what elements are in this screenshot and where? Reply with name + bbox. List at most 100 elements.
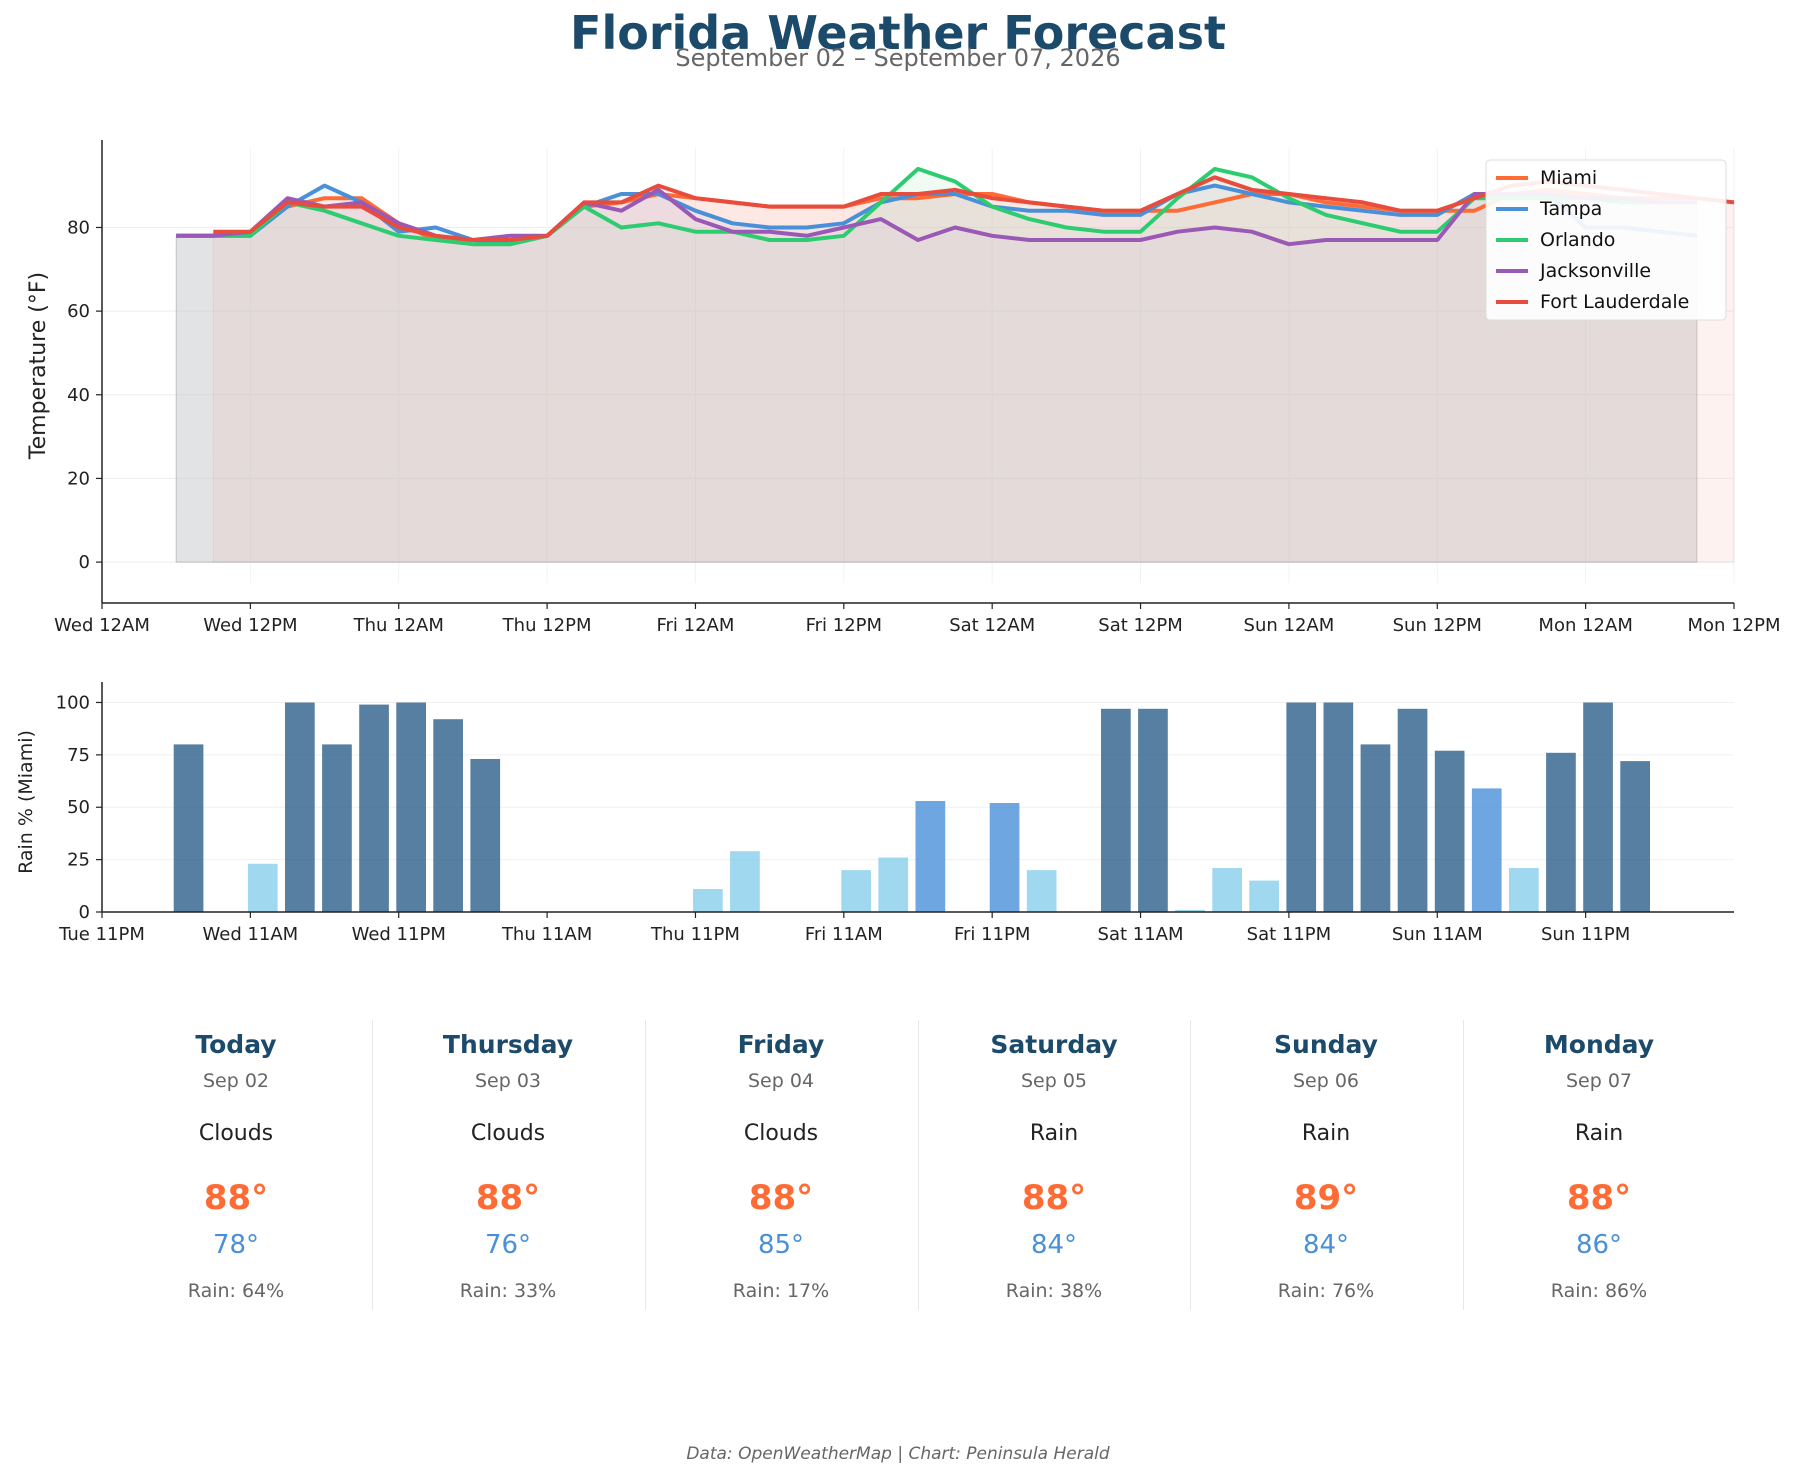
x-tick-label: Sat 12AM — [949, 615, 1035, 636]
rain-bar — [989, 803, 1020, 912]
forecast-date: Sep 06 — [1292, 1070, 1360, 1092]
forecast-card: Sunday Sep 06 Rain 89° 84° Rain: 76% — [1190, 1020, 1462, 1310]
rain-bar — [1360, 744, 1391, 912]
rain-bar-chart: 0 25 50 75 100 Tue 11PM Wed 11AM Wed 11PM Thu 11… — [15, 682, 1734, 945]
forecast-low: 84° — [1030, 1230, 1078, 1260]
x-tick-label: Tue 11PM — [58, 924, 145, 945]
x-tick-label: Fri 12AM — [656, 615, 734, 636]
forecast-high: 88° — [1021, 1178, 1087, 1218]
x-tick-label: Mon 12PM — [1688, 615, 1781, 636]
forecast-low: 76° — [484, 1230, 532, 1260]
forecast-date: Sep 04 — [747, 1070, 815, 1092]
forecast-day: Today — [195, 1030, 277, 1059]
forecast-card: Today Sep 02 Clouds 88° 78° Rain: 64% — [100, 1020, 372, 1310]
rain-bar — [322, 744, 352, 912]
rain-bar — [1471, 788, 1502, 912]
rain-bar — [878, 857, 909, 912]
forecast-day: Sunday — [1274, 1030, 1378, 1059]
rain-bar — [1101, 708, 1131, 912]
x-tick-label: Wed 12PM — [203, 615, 297, 636]
rain-bar — [1249, 880, 1279, 912]
footer-credit: Data: OpenWeatherMap | Chart: Peninsula … — [686, 1444, 1110, 1464]
forecast-condition: Rain — [1574, 1121, 1624, 1146]
y-axis-label: Rain % (Miami) — [15, 730, 37, 874]
rain-bar — [1323, 702, 1354, 912]
temperature-line-chart: 0 20 40 60 80 Wed 12AM Wed 12PM Thu 12AM Thu 12P… — [26, 140, 1781, 636]
x-tick-label: Fri 12PM — [806, 615, 882, 636]
rain-bar — [1286, 702, 1317, 912]
y-tick-label: 40 — [67, 385, 90, 406]
y-tick-label: 75 — [67, 745, 90, 766]
rain-bar — [1026, 870, 1057, 912]
card-divider — [918, 1020, 919, 1310]
x-tick-label: Sun 12PM — [1393, 615, 1482, 636]
legend-label: Tampa — [1539, 198, 1602, 220]
rain-bar — [1620, 761, 1650, 912]
legend-label: Miami — [1540, 167, 1597, 189]
rain-bar — [1175, 909, 1205, 912]
y-tick-label: 25 — [67, 850, 90, 871]
forecast-day: Saturday — [990, 1030, 1118, 1059]
y-axis-label: Temperature (°F) — [26, 272, 51, 460]
forecast-high: 88° — [203, 1178, 269, 1218]
x-tick-label: Thu 11PM — [650, 924, 740, 945]
x-tick-label: Sat 12PM — [1098, 615, 1183, 636]
series-line-orlando — [176, 166, 1697, 247]
y-tick-label: 50 — [67, 797, 90, 818]
forecast-day: Thursday — [442, 1030, 574, 1059]
forecast-rain: Rain: 33% — [459, 1280, 557, 1302]
forecast-date: Sep 05 — [1020, 1070, 1088, 1092]
rain-bar — [915, 801, 946, 912]
x-tick-label: Thu 12AM — [353, 615, 444, 636]
rain-bar — [470, 759, 501, 912]
x-tick-label: Sun 11AM — [1392, 924, 1483, 945]
legend-label: Orlando — [1540, 229, 1615, 251]
forecast-rain: Rain: 64% — [187, 1280, 285, 1302]
y-tick-label: 0 — [79, 552, 90, 573]
series-line-fort-lauderdale — [213, 175, 1735, 242]
forecast-date: Sep 02 — [202, 1070, 270, 1092]
forecast-condition: Clouds — [198, 1121, 274, 1146]
forecast-day: Friday — [737, 1030, 825, 1059]
x-tick-label: Thu 12PM — [502, 615, 592, 636]
x-tick-label: Wed 12AM — [54, 615, 150, 636]
forecast-high: 88° — [748, 1178, 814, 1218]
page-title: Florida Weather Forecast — [570, 6, 1226, 60]
rain-bar — [359, 704, 389, 912]
card-divider — [1190, 1020, 1191, 1310]
forecast-cards: Today Sep 02 Clouds 88° 78° Rain: 64% Th… — [100, 1020, 1736, 1310]
rain-bar — [1397, 708, 1428, 912]
x-tick-label: Mon 12AM — [1538, 615, 1632, 636]
forecast-rain: Rain: 86% — [1550, 1280, 1648, 1302]
forecast-condition: Clouds — [743, 1121, 819, 1146]
forecast-rain: Rain: 17% — [732, 1280, 830, 1302]
x-tick-label: Sun 11PM — [1541, 924, 1630, 945]
rain-bar — [730, 851, 760, 912]
rain-bar — [1583, 702, 1613, 912]
series-line-tampa — [176, 183, 1698, 247]
rain-bar — [1509, 868, 1539, 912]
y-tick-label: 20 — [67, 468, 90, 489]
x-tick-label: Wed 11AM — [203, 924, 299, 945]
rain-bar — [285, 702, 315, 912]
forecast-low: 84° — [1302, 1230, 1350, 1260]
page-subtitle: September 02 – September 07, 2026 — [675, 44, 1121, 72]
forecast-date: Sep 03 — [474, 1070, 542, 1092]
forecast-card: Friday Sep 04 Clouds 88° 85° Rain: 17% — [645, 1020, 917, 1310]
legend-label: Fort Lauderdale — [1540, 291, 1689, 313]
forecast-date: Sep 07 — [1565, 1070, 1633, 1092]
forecast-card: Saturday Sep 05 Rain 88° 84° Rain: 38% — [918, 1020, 1190, 1310]
rain-bar — [1546, 752, 1576, 912]
forecast-high: 88° — [1566, 1178, 1632, 1218]
x-tick-label: Fri 11AM — [805, 924, 883, 945]
x-tick-label: Sat 11AM — [1098, 924, 1184, 945]
rain-bar — [841, 870, 871, 912]
rain-bar — [433, 719, 463, 912]
forecast-card: Monday Sep 07 Rain 88° 86° Rain: 86% — [1463, 1020, 1735, 1310]
y-tick-label: 60 — [67, 301, 90, 322]
x-tick-label: Sun 12AM — [1244, 615, 1335, 636]
forecast-rain: Rain: 38% — [1005, 1280, 1103, 1302]
rain-bar — [173, 744, 204, 912]
card-divider — [372, 1020, 373, 1310]
x-tick-label: Thu 11AM — [501, 924, 592, 945]
